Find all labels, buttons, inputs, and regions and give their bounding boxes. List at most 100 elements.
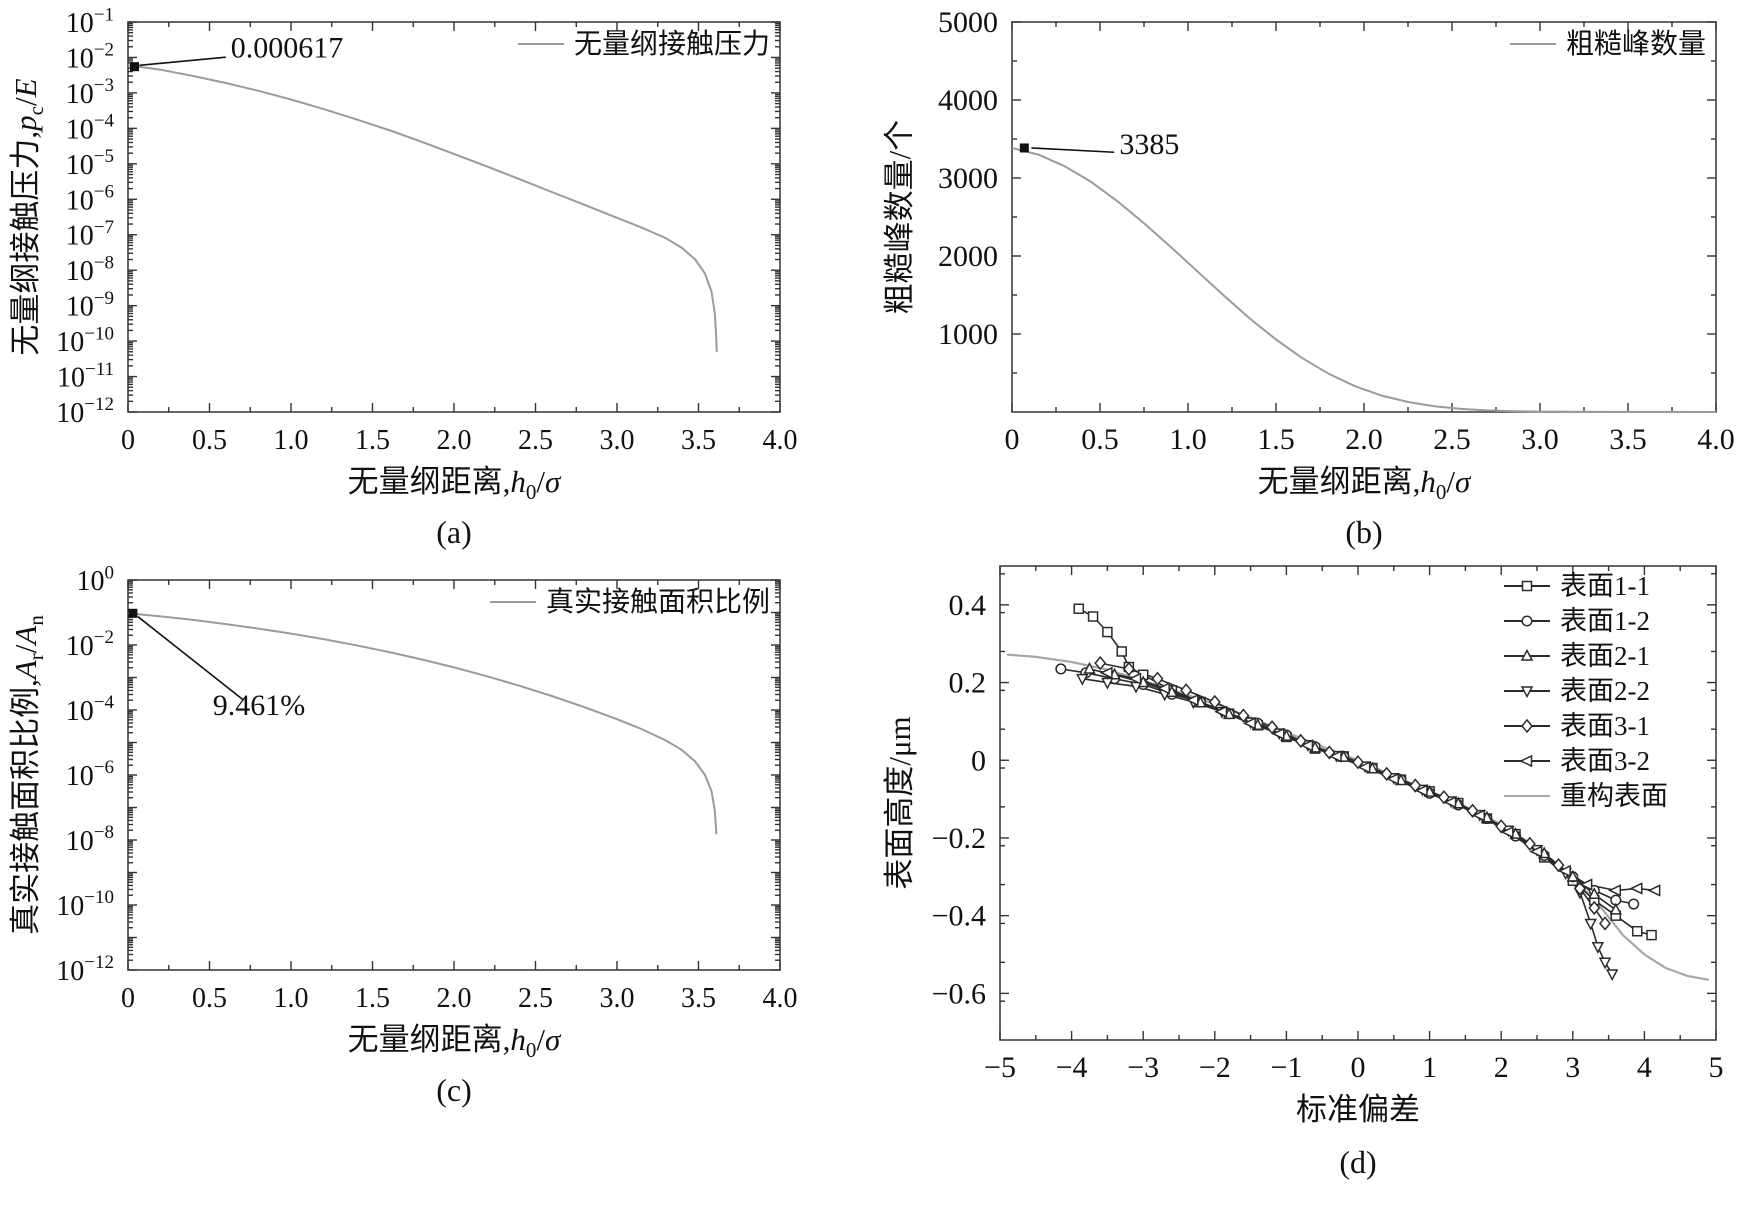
svg-text:5: 5 <box>1709 1051 1724 1084</box>
svg-text:10−12: 10−12 <box>56 394 114 429</box>
chart-d-canvas: −5 −4 −3 −2 −1 0 1 2 3 4 5 标准偏差 0.4 0.2 0 −0.2 −0.4 −0.6 表… <box>882 565 1724 1127</box>
panel-a: 0 0.5 1.0 1.5 2.0 2.5 3.0 3.5 4.0 无量纲距离,h0/σ 10−1 1… <box>8 8 808 551</box>
svg-text:−2: −2 <box>1199 1051 1231 1084</box>
svg-text:3.5: 3.5 <box>681 983 716 1014</box>
svg-text:2.0: 2.0 <box>1345 423 1383 456</box>
svg-text:3.0: 3.0 <box>600 983 635 1014</box>
svg-text:10−10: 10−10 <box>56 323 114 358</box>
svg-text:1000: 1000 <box>938 318 998 351</box>
svg-text:1.0: 1.0 <box>274 983 309 1014</box>
svg-text:3.0: 3.0 <box>600 425 635 456</box>
svg-text:0: 0 <box>121 425 135 456</box>
svg-text:无量纲接触压力: 无量纲接触压力 <box>574 28 770 60</box>
svg-text:真实接触面积比例,Ar/An: 真实接触面积比例,Ar/An <box>8 615 48 935</box>
svg-text:10−11: 10−11 <box>57 359 114 394</box>
svg-text:−3: −3 <box>1127 1051 1159 1084</box>
svg-text:2.0: 2.0 <box>437 983 472 1014</box>
svg-text:−4: −4 <box>1056 1051 1088 1084</box>
svg-text:10−7: 10−7 <box>66 217 114 252</box>
svg-text:2.5: 2.5 <box>1433 423 1471 456</box>
svg-text:1.0: 1.0 <box>1169 423 1207 456</box>
svg-text:10−4: 10−4 <box>66 692 115 727</box>
panel-b: 0 0.5 1.0 1.5 2.0 2.5 3.0 3.5 4.0 无量纲距离,h0/σ 1000 2… <box>882 8 1742 551</box>
svg-text:1.5: 1.5 <box>1257 423 1295 456</box>
svg-text:0.5: 0.5 <box>192 425 227 456</box>
svg-text:2.5: 2.5 <box>518 425 553 456</box>
svg-text:3000: 3000 <box>938 162 998 195</box>
caption-a: (a) <box>436 514 472 550</box>
svg-text:1.0: 1.0 <box>274 425 309 456</box>
svg-text:10−1: 10−1 <box>66 8 114 39</box>
svg-text:0.4: 0.4 <box>949 589 987 622</box>
svg-text:5000: 5000 <box>938 8 998 39</box>
chart-c-canvas: 0 0.5 1.0 1.5 2.0 2.5 3.0 3.5 4.0 无量纲距离,h0/σ 100 10… <box>8 566 798 1062</box>
svg-text:3: 3 <box>1565 1051 1580 1084</box>
caption-d: (d) <box>1339 1144 1377 1180</box>
svg-text:4.0: 4.0 <box>1697 423 1735 456</box>
svg-text:无量纲距离,h0/σ: 无量纲距离,h0/σ <box>348 1022 562 1062</box>
svg-text:−0.2: −0.2 <box>932 822 986 855</box>
svg-text:10−5: 10−5 <box>66 146 114 181</box>
svg-text:表面2-2: 表面2-2 <box>1560 676 1650 706</box>
svg-text:2000: 2000 <box>938 240 998 273</box>
svg-text:0.000617: 0.000617 <box>231 31 344 64</box>
svg-text:3.5: 3.5 <box>681 425 716 456</box>
svg-text:无量纲接触压力,pc/E: 无量纲接触压力,pc/E <box>8 78 48 355</box>
svg-text:−0.6: −0.6 <box>932 977 986 1010</box>
svg-text:0.5: 0.5 <box>192 983 227 1014</box>
chart-b-canvas: 0 0.5 1.0 1.5 2.0 2.5 3.0 3.5 4.0 无量纲距离,h0/σ 1000 2… <box>882 8 1735 504</box>
svg-text:1.5: 1.5 <box>355 983 390 1014</box>
svg-text:1: 1 <box>1422 1051 1437 1084</box>
svg-text:−1: −1 <box>1270 1051 1302 1084</box>
caption-c: (c) <box>436 1072 472 1108</box>
svg-text:0: 0 <box>1351 1051 1366 1084</box>
svg-text:10−6: 10−6 <box>66 757 114 792</box>
svg-text:无量纲距离,h0/σ: 无量纲距离,h0/σ <box>348 464 562 504</box>
svg-text:表面3-2: 表面3-2 <box>1560 746 1650 776</box>
svg-text:4.0: 4.0 <box>763 983 798 1014</box>
svg-text:3.0: 3.0 <box>1521 423 1559 456</box>
panel-d: −5 −4 −3 −2 −1 0 1 2 3 4 5 标准偏差 0.4 0.2 0 −0.2 −0.4 −0.6 表… <box>882 552 1742 1181</box>
svg-text:3385: 3385 <box>1119 128 1179 161</box>
svg-text:10−4: 10−4 <box>66 111 115 146</box>
svg-text:10−2: 10−2 <box>66 40 114 75</box>
svg-text:无量纲距离,h0/σ: 无量纲距离,h0/σ <box>1258 464 1472 504</box>
svg-text:0: 0 <box>1005 423 1020 456</box>
svg-text:10−10: 10−10 <box>56 887 114 922</box>
svg-text:3.5: 3.5 <box>1609 423 1647 456</box>
svg-text:粗糙峰数量: 粗糙峰数量 <box>1566 28 1706 60</box>
svg-text:10−2: 10−2 <box>66 627 114 662</box>
svg-text:4: 4 <box>1637 1051 1652 1084</box>
svg-text:10−6: 10−6 <box>66 182 114 217</box>
svg-text:2.0: 2.0 <box>437 425 472 456</box>
svg-text:1.5: 1.5 <box>355 425 390 456</box>
svg-text:0.2: 0.2 <box>949 667 987 700</box>
svg-text:标准偏差: 标准偏差 <box>1296 1092 1420 1127</box>
svg-text:表面高度/μm: 表面高度/μm <box>882 716 917 889</box>
svg-text:粗糙峰数量/个: 粗糙峰数量/个 <box>882 120 917 315</box>
svg-text:10−9: 10−9 <box>66 288 114 323</box>
chart-a-canvas: 0 0.5 1.0 1.5 2.0 2.5 3.0 3.5 4.0无量纲距离,h0/σ10−11… <box>8 8 798 504</box>
svg-text:0: 0 <box>121 983 135 1014</box>
svg-text:真实接触面积比例: 真实接触面积比例 <box>546 586 770 618</box>
svg-text:表面2-1: 表面2-1 <box>1560 641 1650 671</box>
svg-text:4000: 4000 <box>938 84 998 117</box>
svg-text:表面3-1: 表面3-1 <box>1560 711 1650 741</box>
svg-text:10−8: 10−8 <box>66 822 114 857</box>
svg-text:0: 0 <box>971 744 986 777</box>
svg-text:2.5: 2.5 <box>518 983 553 1014</box>
svg-text:10−3: 10−3 <box>66 75 114 110</box>
panel-c: 0 0.5 1.0 1.5 2.0 2.5 3.0 3.5 4.0 无量纲距离,h0/σ 100 10… <box>8 566 808 1109</box>
svg-text:10−8: 10−8 <box>66 252 114 287</box>
svg-text:10−12: 10−12 <box>56 952 114 987</box>
svg-text:2: 2 <box>1494 1051 1509 1084</box>
svg-text:4.0: 4.0 <box>763 425 798 456</box>
svg-text:9.461%: 9.461% <box>213 689 306 722</box>
svg-text:重构表面: 重构表面 <box>1560 781 1668 811</box>
svg-text:表面1-2: 表面1-2 <box>1560 606 1650 636</box>
svg-text:100: 100 <box>77 566 115 597</box>
svg-text:−0.4: −0.4 <box>932 900 986 933</box>
svg-text:表面1-1: 表面1-1 <box>1560 571 1650 601</box>
caption-b: (b) <box>1345 514 1383 550</box>
svg-text:0.5: 0.5 <box>1081 423 1119 456</box>
